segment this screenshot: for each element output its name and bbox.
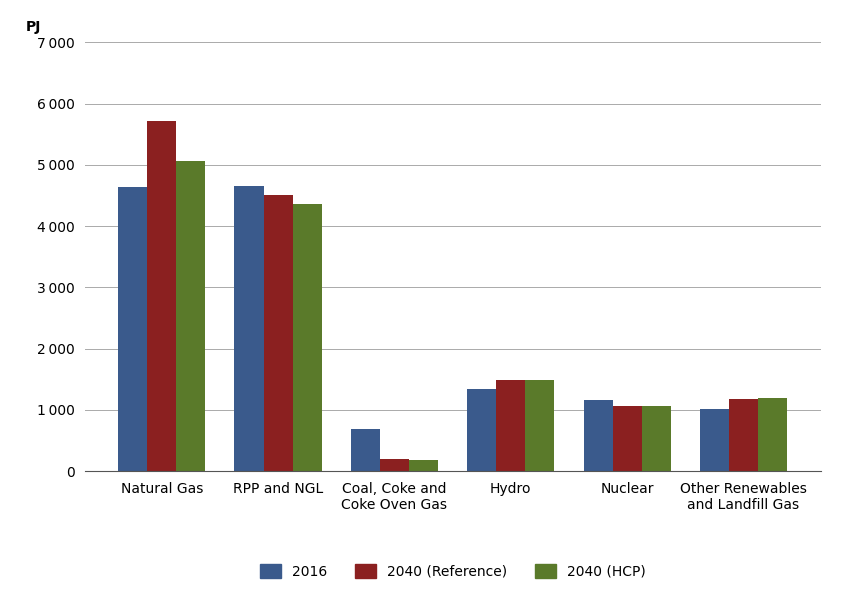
Bar — [147, 121, 176, 471]
Bar — [409, 460, 438, 471]
Bar — [525, 380, 554, 471]
Text: PJ: PJ — [25, 20, 41, 34]
Bar — [700, 410, 729, 471]
Bar — [351, 429, 380, 471]
Bar — [176, 161, 206, 471]
Bar — [758, 398, 787, 471]
Bar — [380, 460, 409, 471]
Bar — [729, 399, 758, 471]
Bar — [467, 389, 497, 471]
Legend: 2016, 2040 (Reference), 2040 (HCP): 2016, 2040 (Reference), 2040 (HCP) — [255, 558, 651, 584]
Bar — [584, 400, 613, 471]
Bar — [642, 406, 671, 471]
Bar — [234, 185, 263, 471]
Bar — [613, 406, 642, 471]
Bar — [293, 204, 321, 471]
Bar — [118, 187, 147, 471]
Bar — [263, 196, 293, 471]
Bar — [497, 380, 525, 471]
